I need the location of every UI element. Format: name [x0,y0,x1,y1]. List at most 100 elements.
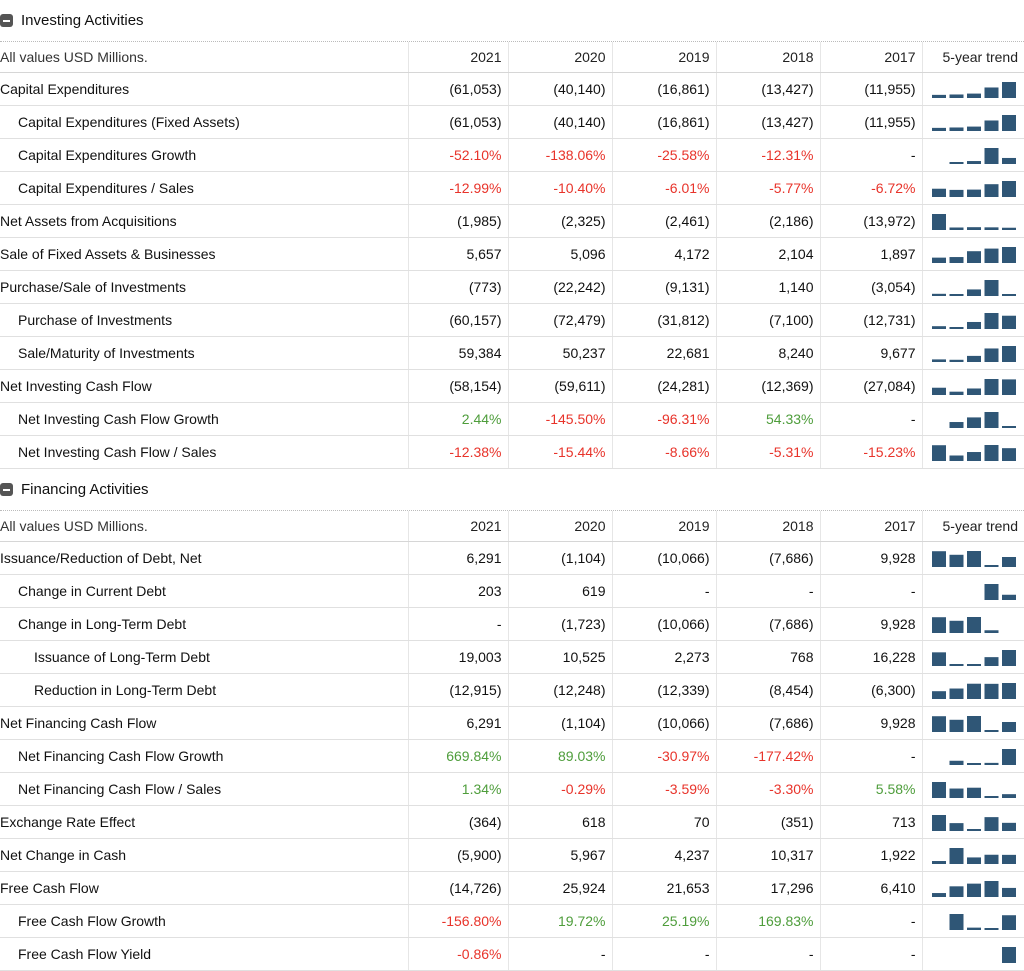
sparkline-bar [1002,854,1016,865]
sparkline-bar [1002,115,1016,132]
trend-cell [921,871,1024,905]
sparkline-bar [967,716,981,733]
sparkline-bar [949,422,964,429]
sparkline-bar [932,861,946,865]
sparkline-bar [1002,888,1016,898]
cell-value: 1.34% [407,772,508,806]
sparkline-bar [949,455,964,462]
sparkline-bar [967,417,981,429]
sparkline-bar [949,190,964,198]
section-header-1[interactable]: Financing Activities [0,469,1024,511]
table-row: Capital Expenditures Growth -52.10% -138.0… [0,138,1024,172]
collapse-icon[interactable] [0,483,13,496]
table-header-row: All values USD Millions. 2021 2020 2019 2018… [0,42,1024,73]
collapse-icon[interactable] [0,14,13,27]
trend-cell [921,805,1024,839]
trend-cell [921,171,1024,205]
cell-value: 54.33% [715,402,820,436]
cell-value: -145.50% [507,402,612,436]
sparkline-bar [949,359,964,363]
cell-value: (351) [715,805,820,839]
sparkline-chart [932,681,1018,700]
sparkline-bar [1002,683,1016,700]
cell-value: -8.66% [611,435,716,469]
cell-value: (16,861) [611,105,716,139]
cell-value: (12,369) [715,369,820,403]
sparkline-bar [1002,650,1016,667]
sparkline-bar [967,683,981,700]
cell-value: (58,154) [407,369,508,403]
row-label: Capital Expenditures / Sales [0,171,408,205]
row-label: Free Cash Flow Yield [0,937,408,971]
sparkline-bar [949,162,964,165]
cell-value: (12,248) [507,673,612,707]
cell-value: 10,317 [715,838,820,872]
trend-cell [921,607,1024,641]
trend-cell [921,673,1024,707]
section-title: Financing Activities [21,481,149,498]
sparkline-bar [984,87,999,99]
cell-value: 169.83% [715,904,820,938]
cell-value: (10,066) [611,541,716,575]
sparkline-bar [1002,346,1016,363]
sparkline-bar [1002,82,1016,99]
sparkline-bar [949,688,964,700]
sparkline-chart [932,245,1018,264]
sparkline-chart [932,780,1018,799]
sparkline-bar [967,388,981,396]
sparkline-bar [932,815,946,832]
cell-value: -52.10% [407,138,508,172]
trend-cell [921,204,1024,238]
cell-value: 5.58% [819,772,922,806]
cell-value: 89.03% [507,739,612,773]
sparkline-bar [984,280,999,297]
cell-value: - [819,904,922,938]
cell-value: (2,461) [611,204,716,238]
table-row: Issuance of Long-Term Debt 19,003 10,525 2,… [0,640,1024,674]
sparkline-bar [949,760,964,766]
row-label: Purchase of Investments [0,303,408,337]
cell-value: 25,924 [507,871,612,905]
cell-value: -96.31% [611,402,716,436]
cell-value: - [819,574,922,608]
table-row: Net Investing Cash Flow (58,154) (59,611)(… [0,369,1024,403]
sparkline-chart [932,278,1018,297]
sparkline-bar [984,227,999,231]
cell-value: (22,242) [507,270,612,304]
sparkline-bar [984,565,999,568]
column-header-year: 2020 [507,511,612,542]
sparkline-bar [967,356,981,363]
sparkline-bar [949,848,964,865]
cell-value: (10,066) [611,607,716,641]
sparkline-bar [984,184,999,198]
cell-value: -6.01% [611,171,716,205]
cell-value: (10,066) [611,706,716,740]
sparkline-bar [932,257,946,264]
sparkline-bar [984,313,999,330]
cell-value: (13,427) [715,105,820,139]
sparkline-chart [932,912,1018,931]
sparkline-bar [967,251,981,264]
sparkline-bar [932,188,946,198]
section-header-0[interactable]: Investing Activities [0,0,1024,42]
cell-value: -25.58% [611,138,716,172]
sparkline-bar [984,817,999,832]
cell-value: - [819,402,922,436]
cell-value: 5,096 [507,237,612,271]
table-row: Net Financing Cash Flow Growth 669.84% 89.… [0,739,1024,773]
row-label: Sale/Maturity of Investments [0,336,408,370]
trend-cell [921,541,1024,575]
cell-value: (7,686) [715,541,820,575]
cell-value: 2,104 [715,237,820,271]
sparkline-bar [967,452,981,462]
sparkline-bar [967,664,981,667]
cell-value: 619 [507,574,612,608]
cell-value: -0.29% [507,772,612,806]
cell-value: -15.44% [507,435,612,469]
sparkline-bar [949,914,964,931]
cell-value: (7,686) [715,706,820,740]
cell-value: -10.40% [507,171,612,205]
cell-value: 19.72% [507,904,612,938]
cell-value: (9,131) [611,270,716,304]
cell-value: (2,186) [715,204,820,238]
